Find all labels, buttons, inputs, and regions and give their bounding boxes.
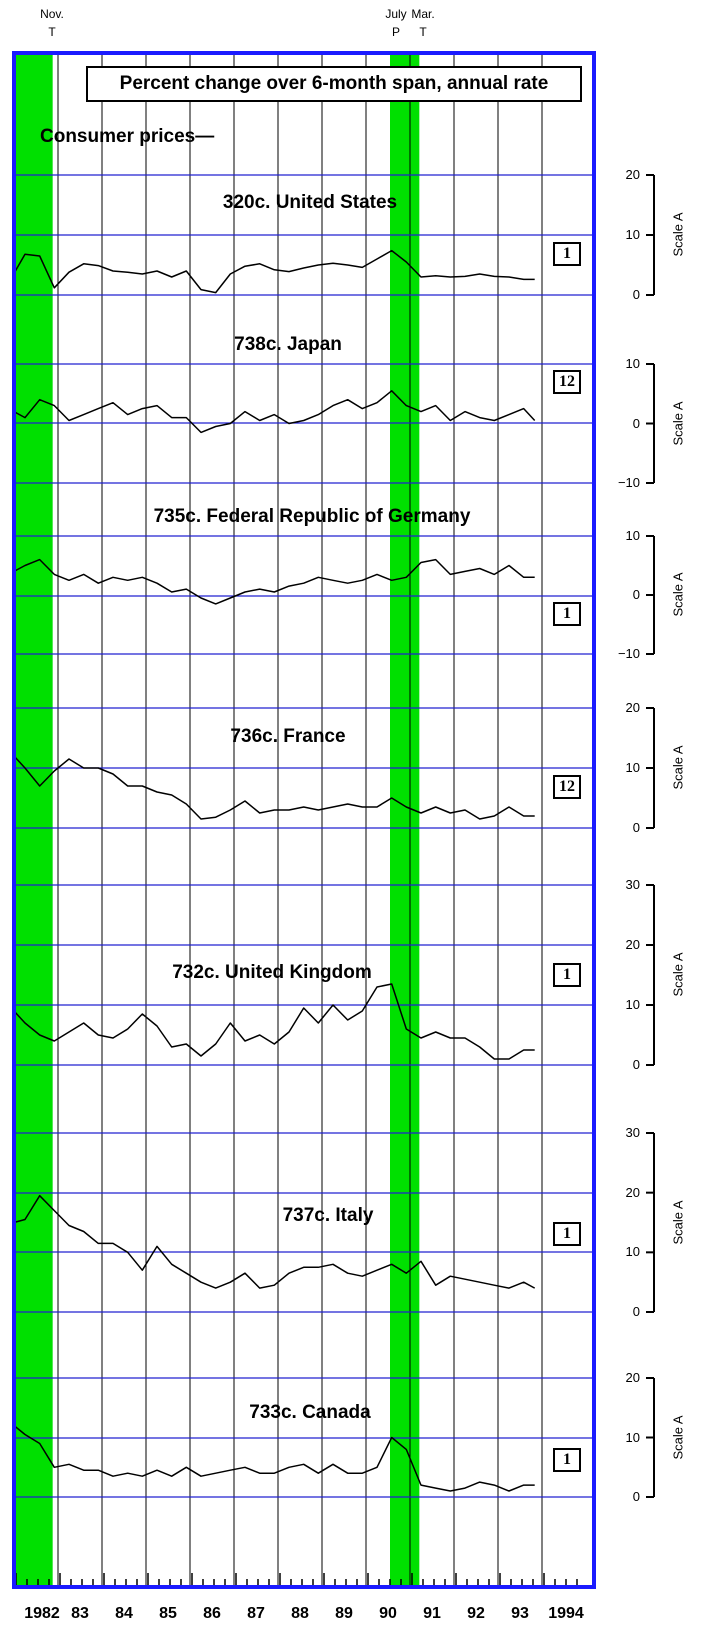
year-label: 86 <box>203 1605 221 1622</box>
scale-tick-label: 30 <box>625 1125 640 1140</box>
scale-tick-label: 20 <box>625 937 640 952</box>
year-label: 1982 <box>24 1605 60 1622</box>
scale-tick-label: 20 <box>625 1184 640 1200</box>
scale-tick-label: 10 <box>625 1429 640 1445</box>
scale-tick-label: −10 <box>617 475 640 490</box>
year-label: 87 <box>247 1605 265 1622</box>
scale-tick-label: 0 <box>632 1489 640 1504</box>
year-label: 89 <box>335 1605 353 1622</box>
series-line-6 <box>13 1194 536 1289</box>
turning-point-label: Mar. T <box>403 7 443 40</box>
scale-label: Scale A <box>670 745 686 790</box>
scale-tick-label: 20 <box>625 167 640 182</box>
turning-point-label: July P <box>376 7 416 40</box>
year-label: 83 <box>71 1605 89 1622</box>
year-label: 92 <box>467 1605 485 1622</box>
series-line-1 <box>13 249 535 294</box>
chart-frame <box>12 51 596 1589</box>
scale-label: Scale A <box>670 1199 686 1245</box>
turning-point-type: T <box>419 25 427 39</box>
lag-badge: 1 <box>553 1448 581 1472</box>
recession-band <box>16 53 53 1587</box>
turning-point-label: Nov. T <box>32 7 72 40</box>
series-line-4 <box>13 755 535 820</box>
scale-label: Scale A <box>670 952 686 997</box>
scale-tick-label: 0 <box>632 287 640 302</box>
scale-tick-label: 10 <box>625 227 640 242</box>
chart-subtitle: Consumer prices— <box>40 126 215 147</box>
scale-tick-label: −10 <box>617 646 640 661</box>
lag-badge: 1 <box>553 1222 581 1246</box>
series-line-7 <box>13 1425 535 1492</box>
scale-label: Scale A <box>670 212 686 257</box>
series-line-2 <box>13 390 536 434</box>
year-label: 91 <box>423 1605 441 1622</box>
scale-tick-label: 20 <box>625 1370 640 1385</box>
turning-point-month: Mar. <box>411 7 435 21</box>
scale-label: Scale A <box>670 572 686 617</box>
chart-title: Percent change over 6-month span, annual… <box>86 66 582 102</box>
lag-badge: 12 <box>553 775 581 799</box>
series-title: 738c. Japan <box>234 334 342 355</box>
lag-badge: 1 <box>553 602 581 626</box>
series-line-5 <box>13 983 535 1060</box>
scale-label: Scale A <box>670 1414 686 1460</box>
scale-label: Scale A <box>670 400 686 446</box>
scale-tick-label: 0 <box>632 415 640 431</box>
turning-point-month: Nov. <box>40 7 64 21</box>
turning-point-month: July <box>385 7 407 21</box>
lag-badge: 1 <box>553 963 581 987</box>
year-label: 93 <box>511 1605 529 1622</box>
scale-tick-label: 0 <box>632 820 640 835</box>
year-label: 85 <box>159 1605 177 1622</box>
year-label: 88 <box>291 1605 309 1622</box>
series-title: 732c. United Kingdom <box>172 962 372 983</box>
lag-badge: 1 <box>553 242 581 266</box>
scale-tick-label: 10 <box>625 1244 640 1260</box>
lag-badge: 12 <box>553 370 581 394</box>
scale-tick-label: 30 <box>625 877 640 892</box>
year-label: 84 <box>115 1605 133 1622</box>
series-title: 733c. Canada <box>249 1402 371 1423</box>
series-title: 320c. United States <box>222 192 398 213</box>
year-label: 90 <box>379 1605 397 1622</box>
scale-tick-label: 0 <box>632 1057 640 1072</box>
year-label: 1994 <box>548 1605 584 1622</box>
turning-point-type: P <box>391 25 400 39</box>
series-line-3 <box>13 558 535 605</box>
scale-tick-label: 0 <box>632 587 640 602</box>
scale-tick-label: 0 <box>632 1304 640 1319</box>
series-title: 736c. France <box>230 726 346 747</box>
recession-band <box>390 53 420 1587</box>
scale-tick-label: 10 <box>625 528 640 543</box>
scale-tick-label: 10 <box>625 997 640 1012</box>
scale-tick-label: 10 <box>625 356 640 371</box>
series-title: 735c. Federal Republic of Germany <box>153 506 471 527</box>
series-title: 737c. Italy <box>282 1205 374 1226</box>
scale-tick-label: 10 <box>625 760 640 775</box>
turning-point-type: T <box>48 25 56 39</box>
scale-tick-label: 20 <box>625 700 640 715</box>
